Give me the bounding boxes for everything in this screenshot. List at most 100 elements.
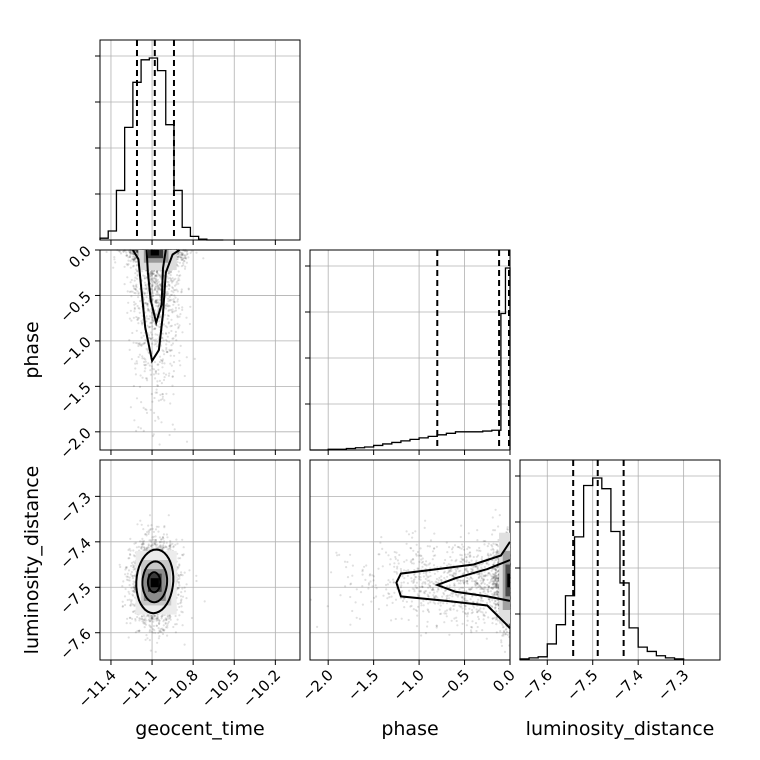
sample-point [130, 358, 133, 361]
sample-point [152, 272, 155, 275]
sample-point [183, 260, 186, 263]
sample-point [178, 577, 181, 580]
sample-point [132, 384, 135, 388]
sample-point [140, 344, 143, 347]
sample-point [136, 318, 139, 321]
sample-point [129, 281, 132, 284]
sample-point [145, 411, 149, 414]
sample-point [155, 274, 158, 277]
sample-point [157, 293, 160, 296]
sample-point [165, 346, 168, 350]
sample-point [127, 263, 130, 266]
sample-point [394, 617, 397, 621]
sample-point [164, 546, 167, 549]
sample-point [139, 374, 142, 377]
sample-point [122, 250, 125, 253]
sample-point [130, 570, 133, 574]
sample-point [154, 327, 157, 330]
sample-point [161, 395, 164, 398]
sample-point [145, 547, 148, 550]
sample-point [170, 364, 173, 367]
sample-point [145, 347, 148, 351]
sample-point [403, 569, 406, 572]
sample-point [134, 619, 137, 622]
sample-point [153, 411, 156, 414]
sample-point [123, 283, 126, 286]
sample-point [156, 285, 159, 288]
sample-point [168, 544, 171, 547]
sample-point [137, 317, 141, 320]
sample-point [185, 440, 189, 443]
sample-point [172, 625, 175, 629]
sample-point [150, 630, 153, 634]
sample-point [133, 604, 136, 608]
sample-point [176, 298, 179, 301]
sample-point [132, 253, 135, 256]
sample-point [369, 580, 372, 583]
sample-point [130, 319, 133, 322]
sample-point [151, 285, 154, 288]
sample-point [177, 557, 180, 560]
sample-point [450, 559, 453, 562]
sample-point [169, 402, 172, 405]
sample-point [158, 287, 161, 290]
sample-point [177, 252, 180, 255]
sample-point [155, 299, 158, 302]
sample-point [136, 252, 139, 255]
sample-point [154, 300, 157, 303]
sample-point [140, 615, 144, 618]
sample-point [148, 624, 151, 627]
tick-label-x: −7.4 [609, 666, 647, 704]
sample-point [152, 277, 156, 280]
sample-point [148, 630, 151, 633]
sample-point [184, 249, 187, 252]
sample-point [129, 537, 132, 541]
sample-point [154, 327, 157, 330]
sample-point [168, 295, 171, 298]
sample-point [158, 283, 162, 286]
sample-point [149, 337, 152, 340]
panel-lumdist-vs-geocent [99, 459, 301, 661]
sample-point [122, 250, 125, 253]
sample-point [174, 323, 177, 326]
sample-point [161, 536, 164, 539]
sample-point [186, 249, 189, 253]
sample-point [180, 598, 183, 601]
sample-point [146, 291, 149, 295]
tick-label-x: −7.5 [563, 666, 601, 704]
sample-point [482, 618, 485, 621]
sample-point [169, 545, 172, 548]
sample-point [159, 288, 162, 291]
sample-point [158, 541, 161, 544]
sample-point [129, 604, 132, 607]
sample-point [157, 372, 160, 375]
sample-point [163, 540, 166, 543]
sample-point [138, 353, 141, 356]
sample-point [190, 616, 193, 620]
sample-point [169, 274, 172, 277]
ylabel-phase: phase [21, 321, 43, 378]
sample-point [149, 322, 152, 325]
sample-point [367, 587, 370, 590]
sample-point [138, 385, 142, 388]
sample-point [180, 291, 183, 294]
sample-point [128, 547, 131, 550]
tick-label-y: −0.5 [56, 288, 94, 326]
sample-point [149, 649, 152, 652]
sample-point [150, 392, 153, 396]
sample-point [155, 391, 159, 394]
sample-point [174, 296, 177, 299]
sample-point [167, 309, 170, 312]
sample-point [138, 307, 141, 310]
sample-point [155, 291, 159, 294]
sample-point [130, 586, 133, 590]
sample-point [162, 378, 166, 382]
sample-point [142, 274, 145, 277]
sample-point [126, 575, 129, 578]
sample-point [174, 306, 177, 309]
sample-point [140, 546, 143, 550]
scatter-points [105, 248, 205, 446]
sample-point [180, 288, 183, 291]
sample-point [149, 528, 152, 532]
sample-point [150, 316, 153, 319]
